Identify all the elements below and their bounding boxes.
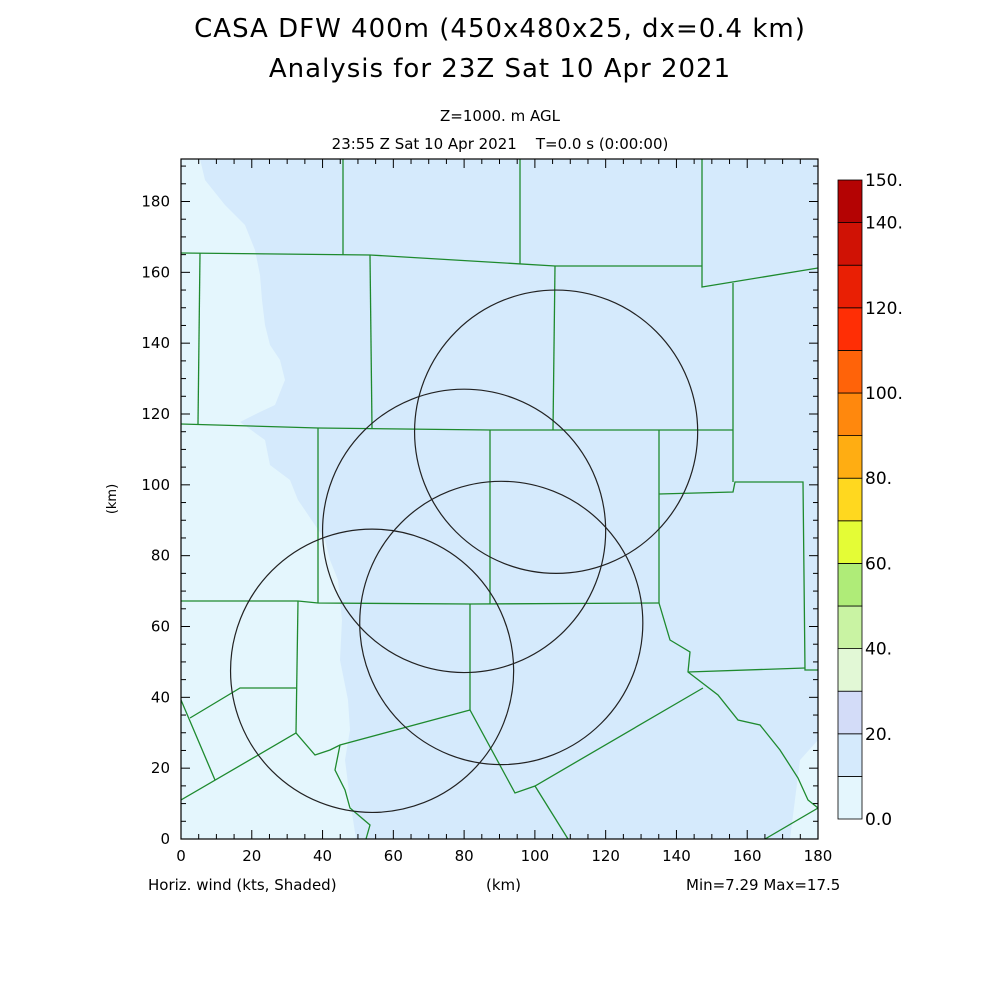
x-tick-label: 180: [804, 847, 833, 865]
valid-time-label: 23:55 Z Sat 10 Apr 2021 T=0.0 s (0:00:00…: [331, 135, 669, 153]
y-tick-label: 120: [141, 405, 170, 423]
colorbar-label: 60.: [865, 554, 892, 574]
x-tick-label: 40: [313, 847, 332, 865]
x-tick-label: 160: [733, 847, 762, 865]
x-tick-label: 100: [521, 847, 550, 865]
x-tick-label: 0: [176, 847, 186, 865]
colorbar-label: 140.: [865, 214, 903, 234]
y-tick-label: 100: [141, 476, 170, 494]
colorbar-swatch: [837, 648, 863, 692]
colorbar-label: 120.: [865, 299, 903, 319]
chart-title-line2: Analysis for 23Z Sat 10 Apr 2021: [268, 54, 732, 84]
x-tick-label: 80: [455, 847, 474, 865]
colorbar-swatch: [837, 733, 863, 777]
variable-label: Horiz. wind (kts, Shaded): [148, 876, 337, 894]
colorbar-swatch: [837, 605, 863, 649]
x-tick-label: 140: [662, 847, 691, 865]
colorbar-swatch: [837, 349, 863, 394]
x-axis-label: (km): [486, 876, 522, 894]
colorbar-label: 40.: [865, 640, 892, 660]
colorbar-swatch: [837, 392, 863, 436]
y-axis-label: (km): [105, 484, 120, 514]
x-tick-label: 120: [591, 847, 620, 865]
colorbar: 0.0 20. 40. 60. 80. 100. 120. 140. 150.: [837, 171, 903, 830]
radar-ring-1: [229, 528, 515, 814]
radar-range-rings: [229, 289, 699, 814]
y-tick-label: 180: [141, 193, 170, 211]
y-tick-label: 80: [151, 547, 170, 565]
y-tick-label: 140: [141, 334, 170, 352]
colorbar-swatch: [837, 690, 863, 735]
y-tick-label: 60: [151, 618, 170, 636]
shading-band-0-10-east: [790, 740, 818, 839]
tick-labels: 0 20 40 60 80 100 120 140 160 180 0 20 40 60 80 100 120 1…: [141, 193, 832, 866]
y-tick-label: 160: [141, 263, 170, 281]
x-tick-label: 20: [242, 847, 261, 865]
colorbar-swatch: [837, 179, 863, 223]
colorbar-swatch: [837, 520, 863, 564]
min-max-label: Min=7.29 Max=17.5: [686, 876, 841, 894]
x-tick-label: 60: [384, 847, 403, 865]
colorbar-label: 150.: [865, 171, 903, 191]
level-label: Z=1000. m AGL: [440, 107, 560, 125]
y-tick-label: 40: [151, 688, 170, 706]
county-boundaries: [181, 159, 818, 839]
y-tick-label: 20: [151, 759, 170, 777]
colorbar-label: 100.: [865, 384, 903, 404]
y-tick-label: 0: [160, 830, 170, 848]
colorbar-label: 80.: [865, 469, 892, 489]
colorbar-swatch: [837, 264, 863, 309]
shading-band-0-10: [181, 159, 356, 839]
colorbar-swatch: [837, 222, 863, 266]
colorbar-swatch: [837, 307, 863, 351]
colorbar-swatch: [837, 477, 863, 522]
colorbar-swatch: [837, 563, 863, 607]
chart-title-line1: CASA DFW 400m (450x480x25, dx=0.4 km): [194, 14, 806, 44]
colorbar-label: 0.0: [865, 810, 892, 830]
wind-speed-shading: [181, 159, 818, 839]
colorbar-swatch: [837, 776, 863, 820]
radar-ring-4: [359, 480, 644, 766]
colorbar-label: 20.: [865, 725, 892, 745]
colorbar-swatch: [837, 435, 863, 479]
radar-ring-3: [413, 289, 699, 574]
axis-ticks: [180, 159, 819, 840]
radar-ring-2: [321, 388, 607, 674]
